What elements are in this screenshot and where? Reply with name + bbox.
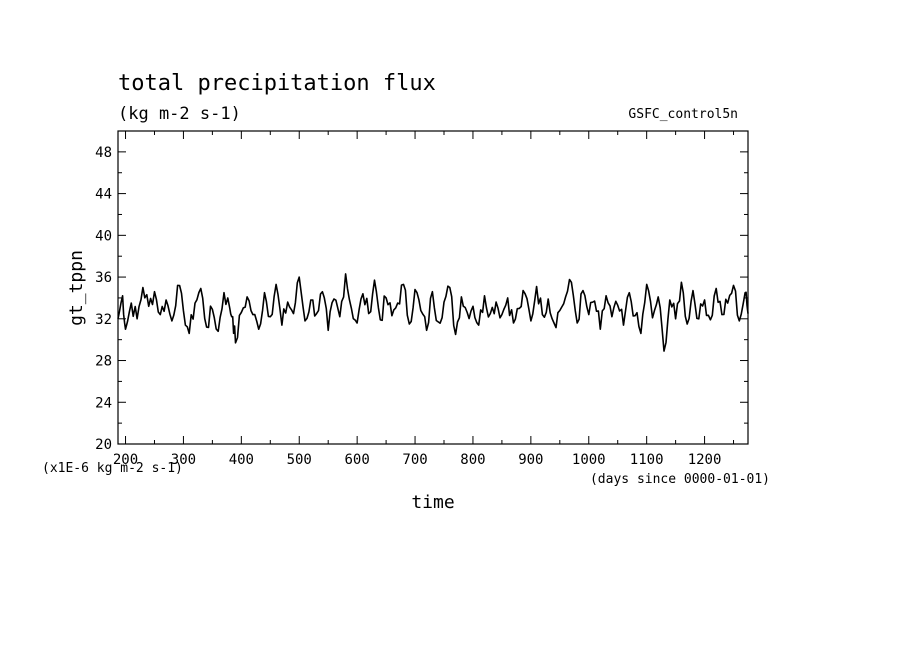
y-tick-label-24: 24: [95, 395, 112, 411]
y-tick-label-32: 32: [95, 312, 112, 328]
x-tick-label-200: 200: [113, 452, 138, 468]
chart-subtitle: (kg m-2 s-1): [118, 104, 241, 124]
x-tick-label-300: 300: [171, 452, 196, 468]
x-tick-label-700: 700: [402, 452, 427, 468]
x-tick-label-500: 500: [287, 452, 312, 468]
y-axis-ticks: [118, 151, 748, 445]
y-tick-label-36: 36: [95, 270, 112, 286]
x-tick-label-600: 600: [344, 452, 369, 468]
y-tick-label-48: 48: [95, 145, 112, 161]
y-units-label: (x1E-6 kg m-2 s-1): [42, 461, 183, 476]
y-axis-tick-labels: 20 24 28 32 36 40 44 48: [95, 145, 112, 453]
series-line-gt-tppn: [117, 273, 749, 352]
x-tick-label-800: 800: [460, 452, 485, 468]
dataset-label: GSFC_control5n: [628, 107, 738, 122]
y-tick-label-44: 44: [95, 187, 112, 203]
x-axis-ticks: [125, 131, 735, 444]
x-units-label: (days since 0000-01-01): [590, 472, 770, 487]
y-tick-label-20: 20: [95, 437, 112, 453]
x-axis-tick-labels: 200 300 400 500 600 700 800 900 1000 1100 1200: [113, 452, 722, 468]
y-tick-label-40: 40: [95, 228, 112, 244]
x-tick-label-400: 400: [229, 452, 254, 468]
y-axis-label: gt_tppn: [66, 250, 87, 326]
x-tick-label-900: 900: [518, 452, 543, 468]
x-axis-label: time: [411, 492, 454, 513]
y-tick-label-28: 28: [95, 354, 112, 370]
x-tick-label-1000: 1000: [572, 452, 606, 468]
chart-title: total precipitation flux: [118, 71, 436, 96]
x-tick-label-1100: 1100: [630, 452, 664, 468]
plot-frame: [117, 130, 749, 445]
x-tick-label-1200: 1200: [688, 452, 722, 468]
